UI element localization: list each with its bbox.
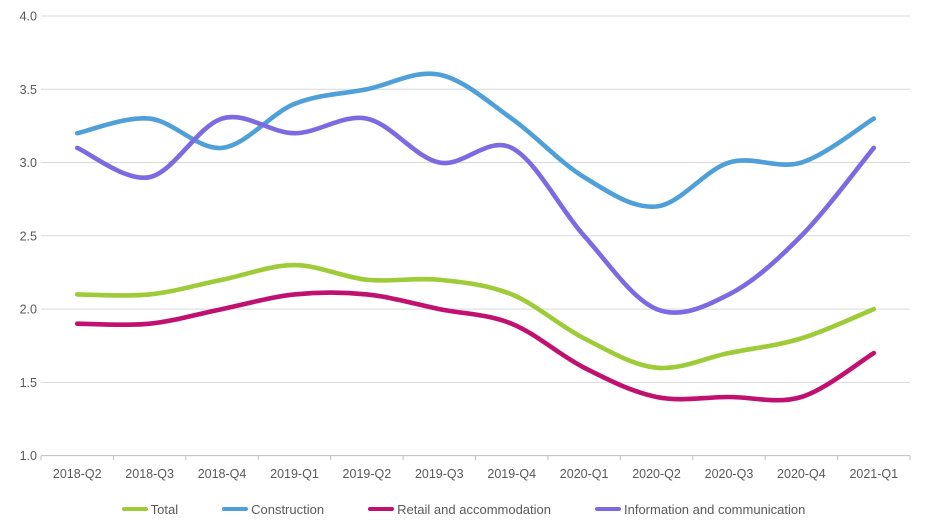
x-axis-tick-label: 2019-Q2 <box>343 467 392 481</box>
y-axis-tick-label: 1.5 <box>20 376 37 390</box>
x-axis-tick-label: 2019-Q4 <box>487 467 536 481</box>
y-axis-tick-label: 4.0 <box>20 10 37 24</box>
y-axis-tick-label: 2.5 <box>20 229 37 243</box>
legend-swatch-construction <box>222 507 249 511</box>
legend-item-total: Total <box>121 501 179 517</box>
y-axis-tick-label: 1.0 <box>20 449 37 463</box>
x-axis-tick-label: 2020-Q2 <box>632 467 681 481</box>
series-line-retail-and-accommodation <box>74 290 877 403</box>
x-axis-tick-label: 2018-Q3 <box>125 467 174 481</box>
legend-label: Construction <box>251 501 325 517</box>
x-axis-tick-label: 2020-Q3 <box>705 467 754 481</box>
y-axis-tick-label: 3.0 <box>20 156 37 170</box>
y-axis-tick-label: 2.0 <box>20 303 37 317</box>
x-axis-tick-label: 2018-Q4 <box>198 467 247 481</box>
x-axis-tick-label: 2018-Q2 <box>53 467 102 481</box>
y-axis-tick-label: 3.5 <box>20 83 37 97</box>
legend-swatch-retail-and-accommodation <box>368 507 395 511</box>
series-line-construction <box>74 71 877 209</box>
legend-item-retail-and-accommodation: Retail and accommodation <box>368 503 551 516</box>
x-axis-tick-label: 2020-Q4 <box>777 467 826 481</box>
legend-item-information-and-communication: Information and communication <box>595 503 805 516</box>
legend-swatch-total <box>121 507 148 511</box>
series-line-total <box>74 262 877 371</box>
legend-swatch-information-and-communication <box>595 507 621 511</box>
legend-item-construction: Construction <box>222 503 324 516</box>
chart-legend: Total Construction Retail and accommodat… <box>0 499 927 519</box>
x-axis-tick-label: 2019-Q1 <box>270 467 319 481</box>
x-axis-tick-label: 2021-Q1 <box>849 467 898 481</box>
legend-label: Total <box>150 501 179 517</box>
legend-label: Information and communication <box>624 501 806 517</box>
x-axis-tick-label: 2020-Q1 <box>560 467 609 481</box>
legend-label: Retail and accommodation <box>397 501 551 517</box>
series-line-information-and-communication <box>74 114 877 315</box>
x-axis-tick-label: 2019-Q3 <box>415 467 464 481</box>
